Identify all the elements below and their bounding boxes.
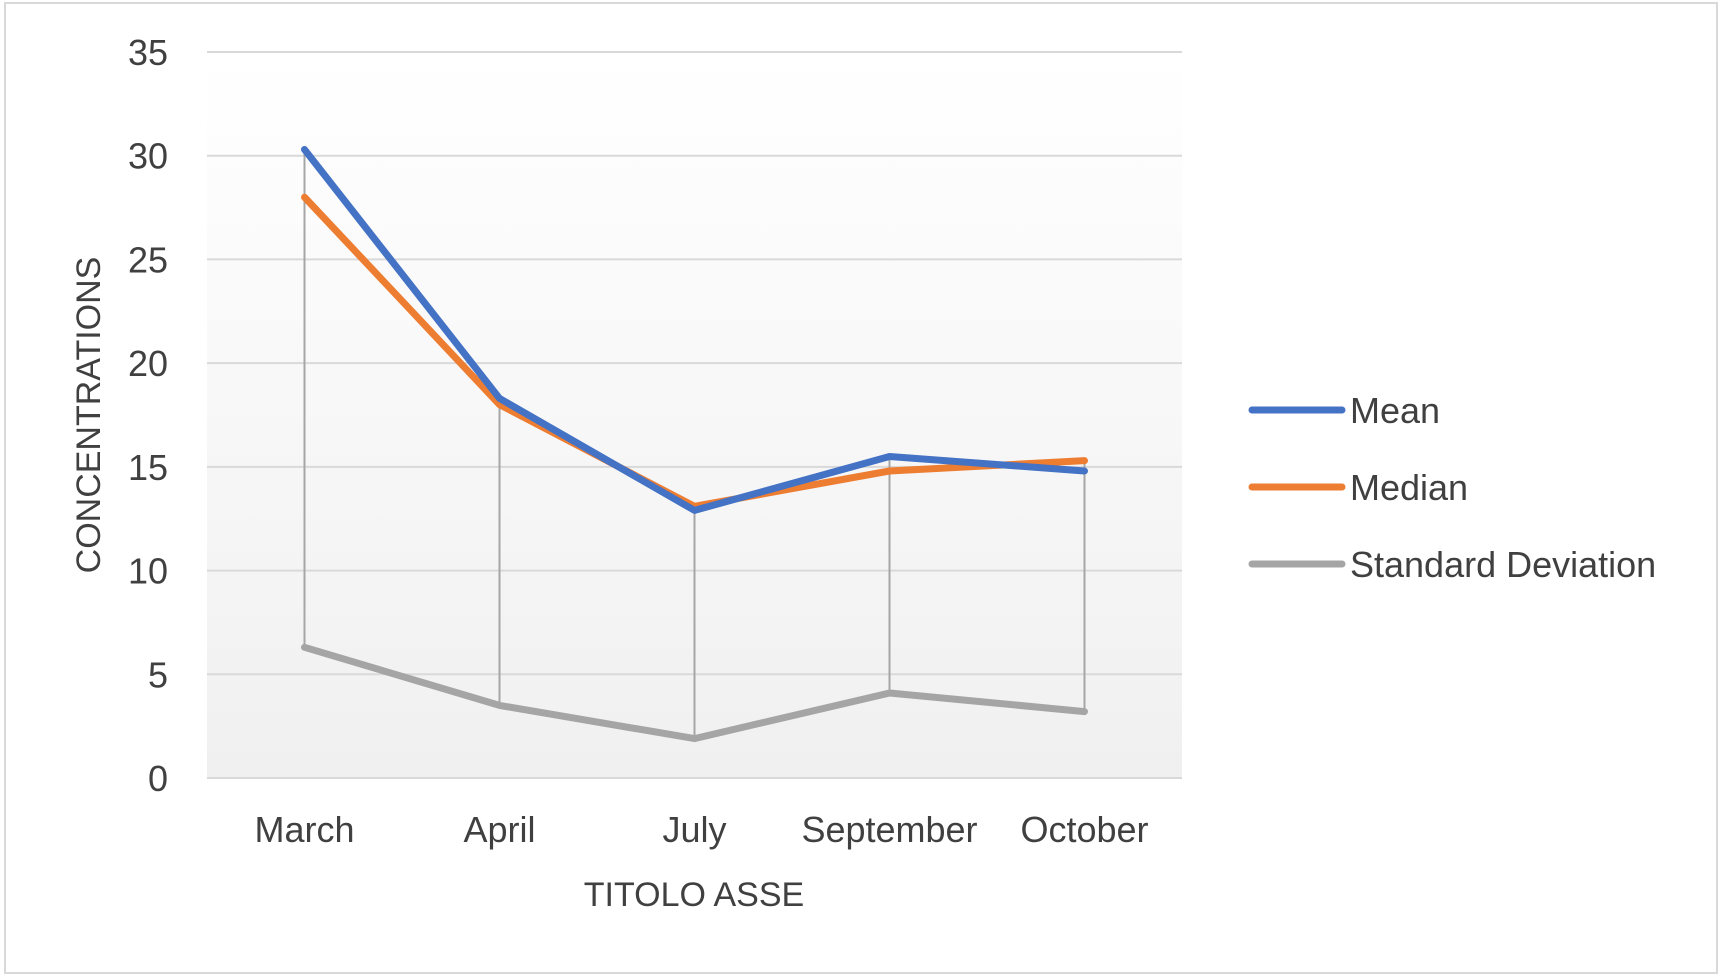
- legend-label-median: Median: [1350, 467, 1468, 508]
- drop-lines: [303, 149, 1086, 739]
- x-tick-label: April: [463, 809, 535, 850]
- x-axis-title: TITOLO ASSE: [584, 876, 804, 914]
- y-tick-label: 20: [128, 343, 168, 384]
- x-tick-label: September: [801, 809, 977, 850]
- y-axis-title: CONCENTRATIONS: [70, 257, 108, 574]
- legend-label-standard-deviation: Standard Deviation: [1350, 544, 1656, 585]
- y-tick-label: 25: [128, 239, 168, 280]
- series-lines: [301, 146, 1088, 743]
- y-tick-label: 10: [128, 551, 168, 592]
- legend-label-mean: Mean: [1350, 390, 1440, 431]
- x-axis-ticks: March April July September October: [254, 809, 1148, 850]
- y-tick-label: 35: [128, 32, 168, 73]
- series-line-mean: [301, 146, 1088, 514]
- x-tick-label: March: [254, 809, 354, 850]
- y-tick-label: 5: [148, 654, 168, 695]
- y-tick-label: 30: [128, 136, 168, 177]
- x-tick-label: July: [662, 809, 726, 850]
- x-tick-label: October: [1020, 809, 1148, 850]
- series-line-median: [301, 193, 1088, 510]
- y-axis-ticks: 0 5 10 15 20 25 30 35: [128, 32, 168, 799]
- legend: Mean Median Standard Deviation: [1248, 390, 1656, 585]
- y-tick-label: 0: [148, 758, 168, 799]
- series-line-standard-deviation: [301, 643, 1088, 743]
- y-tick-label: 15: [128, 447, 168, 488]
